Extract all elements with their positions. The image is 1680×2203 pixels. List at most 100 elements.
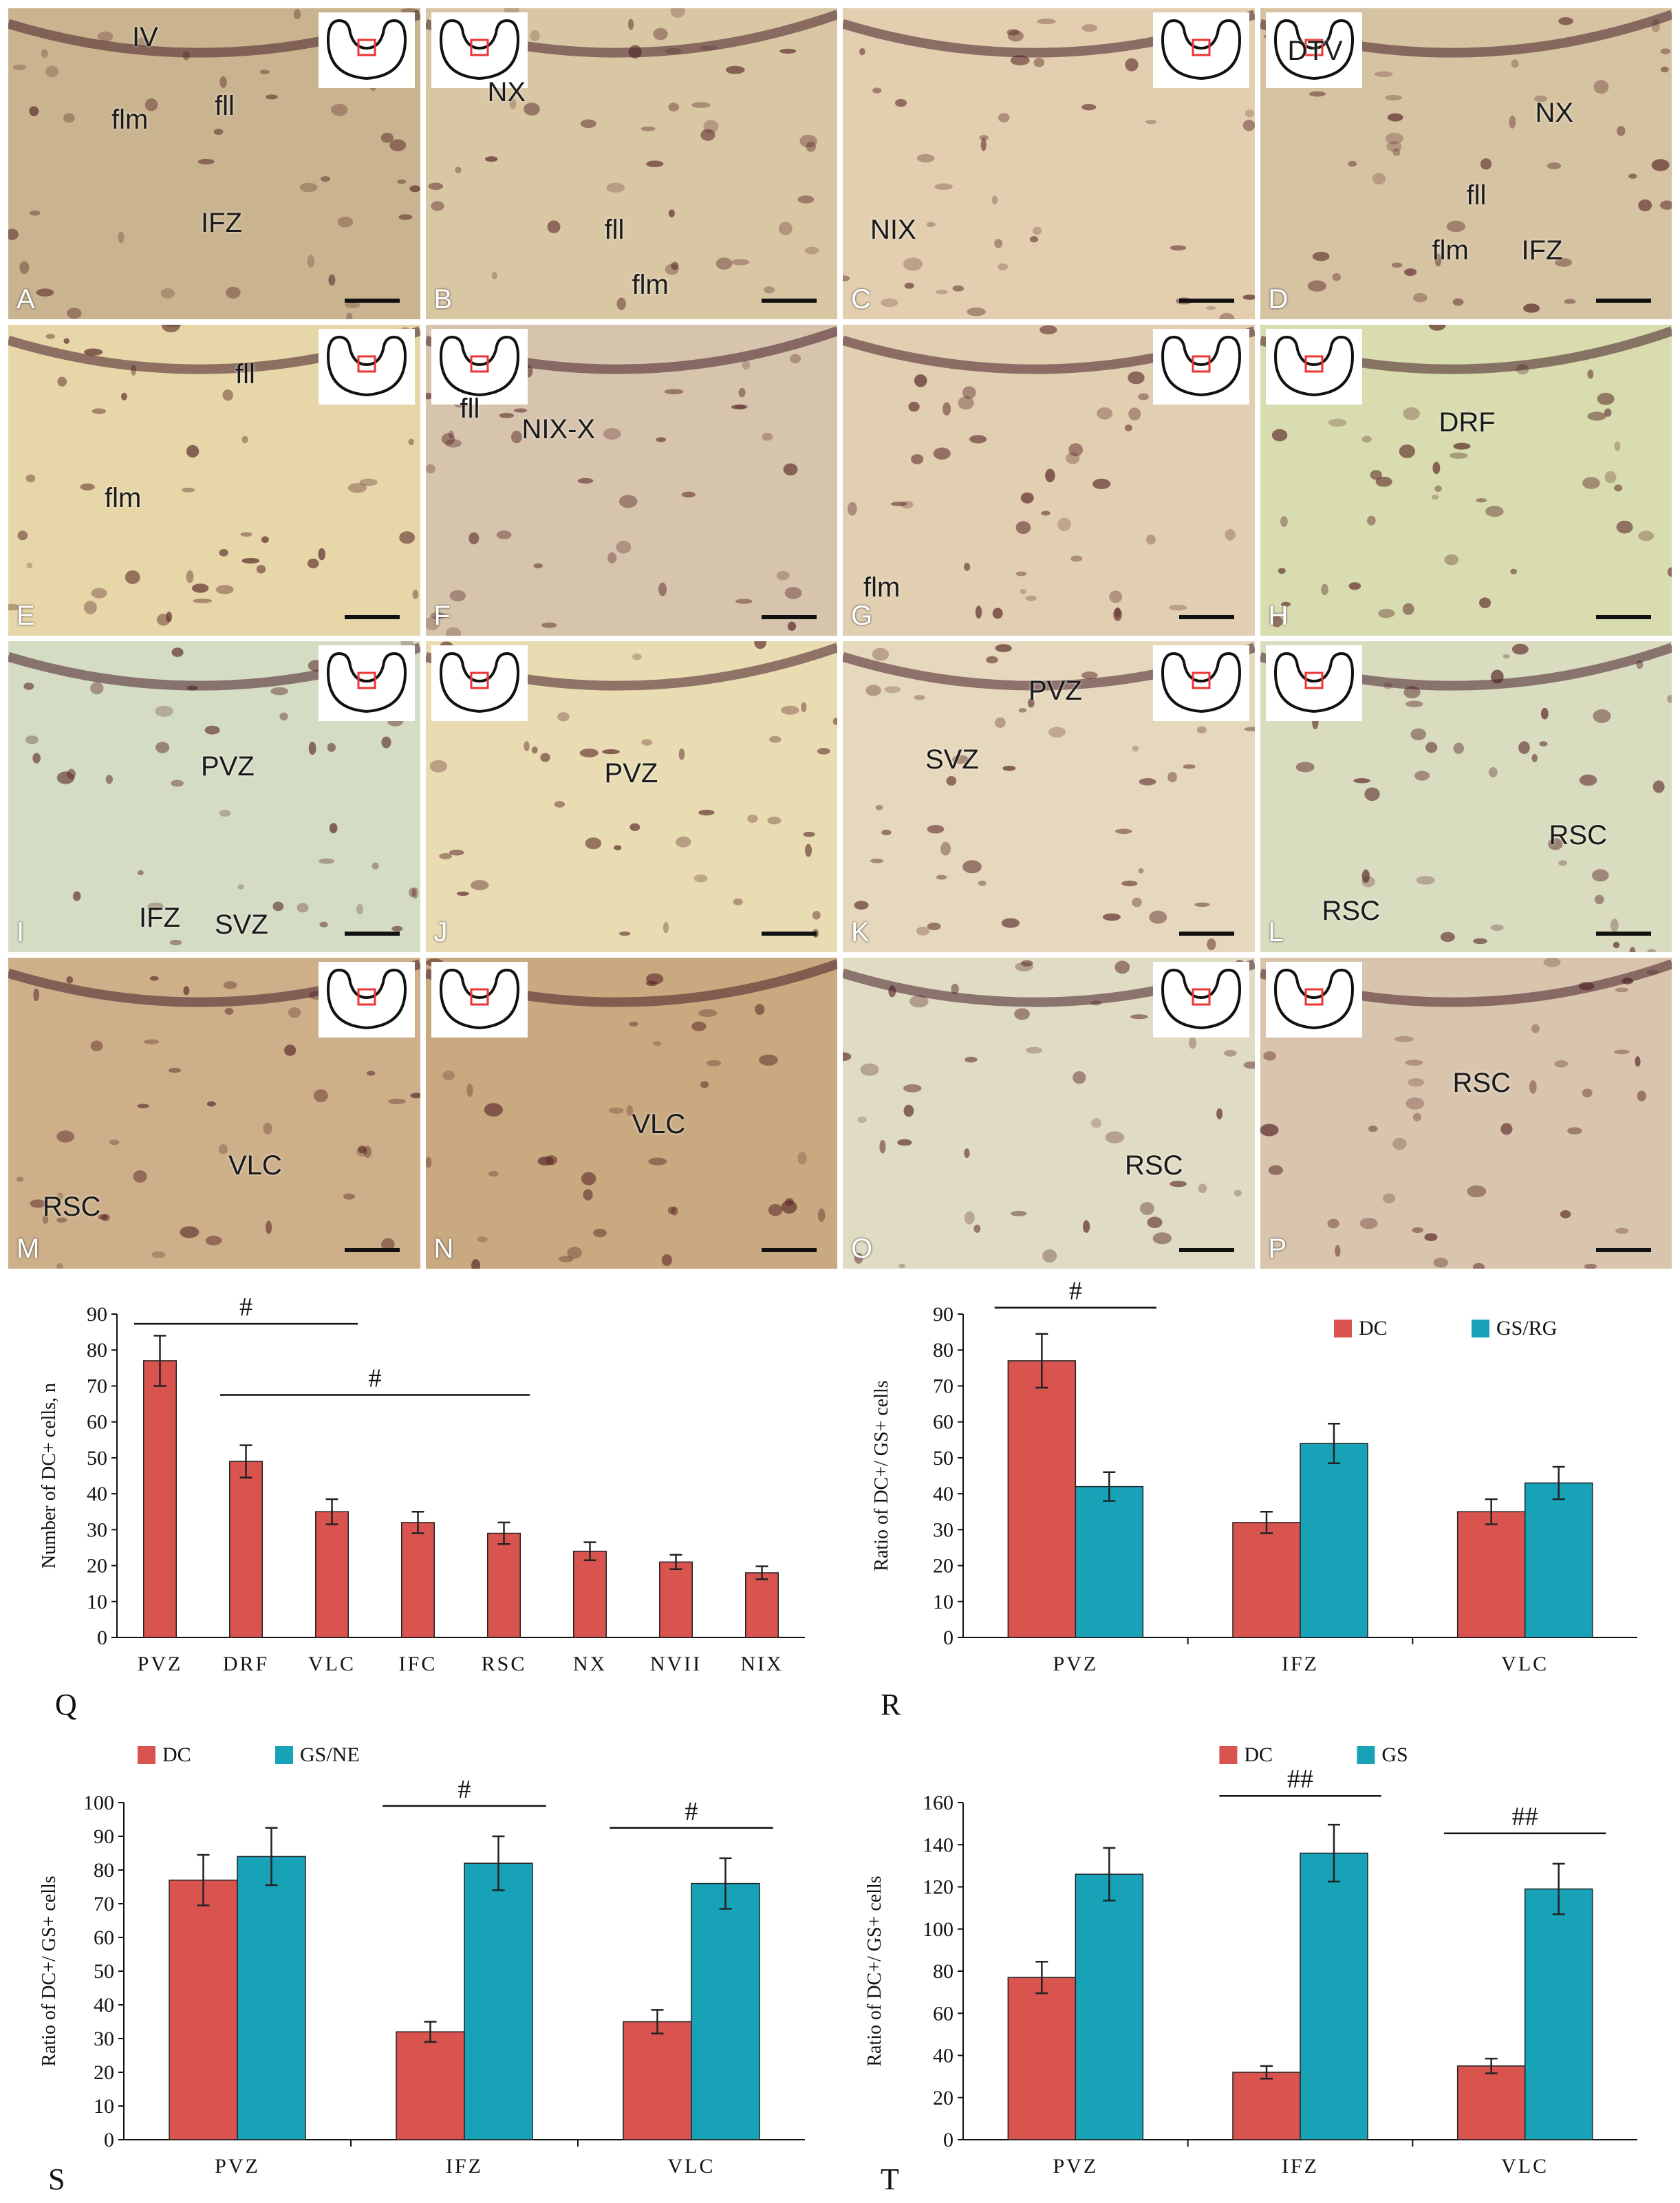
y-tick-label: 100 xyxy=(923,1918,954,1941)
legend-label: DC xyxy=(162,1743,191,1766)
bar-vlc-dc xyxy=(1456,2065,1526,2140)
region-label: flm xyxy=(105,483,142,513)
bar-pvz-gs xyxy=(1075,1873,1144,2140)
section-schematic-icon xyxy=(318,12,415,88)
x-tick-label: PVZ xyxy=(138,1653,183,1675)
section-schematic-icon xyxy=(431,645,528,721)
y-tick-label: 50 xyxy=(933,1447,954,1470)
y-tick-label: 10 xyxy=(94,2095,114,2118)
chart-t: 0 20 40 60 80 100 120 140 160 Ratio of DC+/ GS+ c… xyxy=(839,1734,1665,2196)
region-label: PVZ xyxy=(1029,676,1082,706)
micrograph-panel-o: RSC O xyxy=(843,958,1255,1269)
y-tick-label: 0 xyxy=(943,2129,954,2151)
bar-nx xyxy=(573,1550,607,1638)
y-tick-label: 10 xyxy=(933,1591,954,1613)
region-label: IFZ xyxy=(139,903,180,933)
y-tick-label: 60 xyxy=(94,1926,114,1949)
micrograph-panel-c: NIX C xyxy=(843,8,1255,319)
y-tick-label: 60 xyxy=(87,1411,107,1434)
y-tick-label: 90 xyxy=(87,1303,107,1326)
legend-swatch-gs-ne xyxy=(275,1746,293,1764)
region-label: RSC xyxy=(1452,1068,1511,1098)
y-axis-label: Ratio of DC+/ GS+ cells xyxy=(871,1380,892,1571)
scale-bar xyxy=(1178,932,1234,936)
bar-drf xyxy=(229,1461,263,1638)
y-tick-label: 40 xyxy=(87,1483,107,1505)
section-schematic-icon xyxy=(431,329,528,405)
panel-letter: D xyxy=(1268,284,1289,314)
region-label: flm xyxy=(863,572,901,603)
bar-vlc-gs-rg xyxy=(1524,1482,1593,1638)
y-tick-label: 100 xyxy=(83,1792,114,1814)
scale-bar xyxy=(344,615,400,619)
chart-r: 0 10 20 30 40 50 60 70 80 90 Ratio of DC+/ GS+ cel… xyxy=(839,1277,1665,1721)
y-tick-label: 70 xyxy=(87,1375,107,1397)
region-label: NX xyxy=(1535,98,1574,128)
y-tick-label: 30 xyxy=(933,1518,954,1541)
micrograph-panel-k: PVZ SVZ K xyxy=(843,641,1255,952)
micrograph-panel-i: PVZ IFZ SVZ I xyxy=(8,641,420,952)
scale-bar xyxy=(762,1248,817,1252)
bar-vlc-gs-ne xyxy=(691,1882,760,2140)
bar-vlc-dc xyxy=(1456,1511,1526,1638)
scale-bar xyxy=(1596,299,1651,303)
region-label: NIX-X xyxy=(521,414,596,444)
y-tick-label: 90 xyxy=(94,1825,114,1848)
x-tick-label: PVZ xyxy=(215,2155,260,2178)
bar-ifz-dc xyxy=(1232,2072,1301,2140)
y-tick-label: 0 xyxy=(97,1626,107,1649)
panel-letter: P xyxy=(1268,1234,1287,1264)
panel-letter: C xyxy=(851,284,871,314)
panel-letter: G xyxy=(851,601,873,631)
y-tick-label: 140 xyxy=(923,1834,954,1856)
y-tick-label: 80 xyxy=(94,1859,114,1882)
y-tick-label: 40 xyxy=(94,1994,114,2017)
y-tick-label: 70 xyxy=(94,1893,114,1915)
region-label: IFZ xyxy=(1521,235,1563,266)
panel-letter: K xyxy=(851,917,870,947)
x-tick-label: NIX xyxy=(740,1653,783,1675)
tissue-texture xyxy=(8,8,420,319)
panel-letter: H xyxy=(1268,601,1289,631)
y-tick-label: 10 xyxy=(87,1591,107,1613)
panel-letter: E xyxy=(17,601,35,631)
micrograph-panel-l: RSC RSC L xyxy=(1260,641,1672,952)
legend-label: GS/NE xyxy=(300,1743,360,1766)
x-tick-label: IFZ xyxy=(446,2155,483,2178)
legend-swatch-dc xyxy=(1334,1320,1352,1337)
bar-rsc xyxy=(487,1532,521,1638)
scale-bar xyxy=(1596,1248,1651,1252)
panel-letter: O xyxy=(851,1234,873,1264)
panel-letter: A xyxy=(17,284,35,314)
scale-bar xyxy=(1178,1248,1234,1252)
panel-letter: Q xyxy=(55,1688,77,1721)
scale-bar xyxy=(1178,299,1234,303)
bar-ifz-dc xyxy=(396,2031,465,2140)
scale-bar xyxy=(344,1248,400,1252)
legend-swatch-dc xyxy=(138,1746,155,1764)
panel-letter: R xyxy=(881,1688,901,1721)
micrograph-panel-b: NX fll flm B xyxy=(425,8,837,319)
tissue-texture xyxy=(425,8,837,310)
section-schematic-icon xyxy=(1152,645,1249,721)
y-tick-label: 20 xyxy=(94,2061,114,2084)
significance-label: ## xyxy=(1287,1765,1313,1794)
micrograph-grid: IV fll flm IFZ A NX fll flm B NIX C DTV NX fll flm IFZ D… xyxy=(8,8,1672,1269)
bar-ifz-gs-ne xyxy=(464,1862,533,2140)
y-tick-label: 40 xyxy=(933,1483,954,1505)
y-tick-label: 80 xyxy=(933,1960,954,1983)
section-schematic-icon xyxy=(318,962,415,1038)
x-tick-label: NVII xyxy=(650,1653,702,1675)
panel-letter: J xyxy=(433,917,448,947)
y-axis-label: Number of DC+ cells, n xyxy=(39,1383,60,1569)
y-tick-label: 160 xyxy=(923,1792,954,1814)
micrograph-panel-d: DTV NX fll flm IFZ D xyxy=(1260,8,1672,319)
y-axis-label: Ratio of DC+/ GS+ cells xyxy=(864,1876,885,2066)
y-tick-label: 50 xyxy=(94,1960,114,1983)
bar-ifc xyxy=(401,1522,435,1638)
significance-label: # xyxy=(685,1797,698,1826)
legend-swatch-dc xyxy=(1219,1746,1238,1764)
y-axis-label: Ratio of DC+/ GS+ cells xyxy=(39,1876,60,2066)
y-tick-label: 0 xyxy=(943,1626,954,1649)
bar-pvz-dc xyxy=(1007,1360,1077,1638)
